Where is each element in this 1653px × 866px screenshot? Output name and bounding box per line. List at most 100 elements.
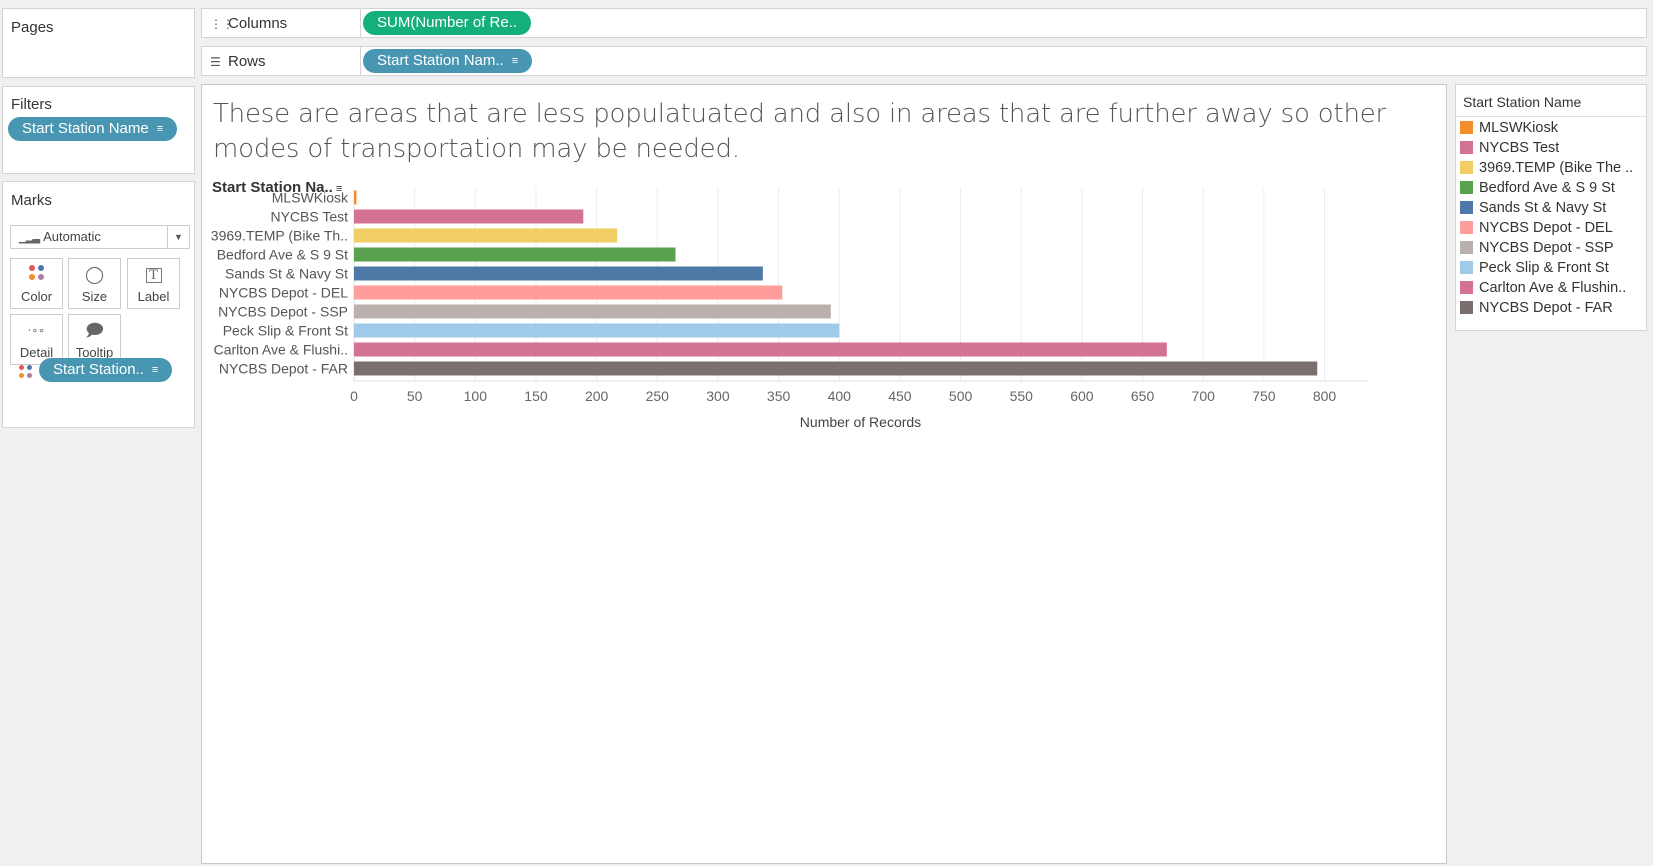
columns-icon: ⋮⋮ bbox=[210, 17, 234, 31]
mark-type-value: Automatic bbox=[43, 229, 101, 244]
legend-swatch bbox=[1460, 161, 1473, 174]
color-pill-label: Start Station.. bbox=[53, 361, 144, 378]
tooltip-button[interactable]: 🗩 Tooltip bbox=[68, 314, 121, 365]
legend-item[interactable]: 3969.TEMP (Bike The .. bbox=[1460, 158, 1633, 178]
size-icon: ◯ bbox=[84, 265, 105, 284]
text-label-icon: T bbox=[128, 265, 179, 285]
category-label: MLSWKiosk bbox=[272, 190, 349, 206]
legend-swatch bbox=[1460, 241, 1473, 254]
legend-item[interactable]: NYCBS Depot - SSP bbox=[1460, 238, 1614, 258]
legend-item[interactable]: NYCBS Depot - DEL bbox=[1460, 218, 1613, 238]
legend-item-label: 3969.TEMP (Bike The .. bbox=[1479, 160, 1634, 176]
category-label: NYCBS Depot - SSP bbox=[218, 304, 348, 320]
rows-label-text: Rows bbox=[228, 53, 266, 70]
bar[interactable] bbox=[354, 323, 840, 338]
bar[interactable] bbox=[354, 342, 1167, 357]
worksheet-title: These are areas that are less populatuat… bbox=[213, 99, 1387, 164]
x-tick-label: 500 bbox=[949, 388, 973, 404]
size-label: Size bbox=[81, 289, 108, 304]
pages-title: Pages bbox=[11, 19, 54, 36]
rows-shelf[interactable]: ☰ Rows Start Station Nam.. ≡ bbox=[201, 46, 1647, 76]
columns-pill-label: SUM(Number of Re.. bbox=[377, 14, 518, 31]
legend-swatch bbox=[1460, 121, 1473, 134]
shelf-divider bbox=[360, 47, 361, 75]
columns-pill-sum-records[interactable]: SUM(Number of Re.. bbox=[363, 11, 532, 35]
category-label: NYCBS Test bbox=[270, 209, 348, 225]
marks-card: Marks ▁▂▃ Automatic ▼ Color ◯ Size T Labe… bbox=[2, 181, 195, 428]
sort-descending-icon[interactable]: ≡ bbox=[335, 183, 343, 195]
rows-pill-label: Start Station Nam.. bbox=[377, 52, 504, 69]
legend-item[interactable]: Sands St & Navy St bbox=[1460, 198, 1606, 218]
columns-shelf[interactable]: ⋮⋮Columns SUM(Number of Re.. bbox=[201, 8, 1647, 38]
color-label: Color bbox=[20, 289, 53, 304]
legend-item[interactable]: MLSWKiosk bbox=[1460, 118, 1558, 138]
x-tick-label: 0 bbox=[350, 388, 358, 404]
x-tick-label: 550 bbox=[1010, 388, 1034, 404]
legend-swatch bbox=[1460, 261, 1473, 274]
x-tick-label: 750 bbox=[1252, 388, 1276, 404]
sort-descending-icon: ≡ bbox=[151, 364, 159, 376]
size-button[interactable]: ◯ Size bbox=[68, 258, 121, 309]
x-tick-label: 150 bbox=[524, 388, 548, 404]
legend-item[interactable]: NYCBS Test bbox=[1460, 138, 1559, 158]
legend-item-label: Sands St & Navy St bbox=[1479, 200, 1607, 216]
color-button[interactable]: Color bbox=[10, 258, 63, 309]
legend-item[interactable]: Carlton Ave & Flushin.. bbox=[1460, 278, 1626, 298]
color-icon bbox=[11, 265, 62, 285]
bar-chart[interactable]: MLSWKiosk NYCBS Test 3969.TEMP (Bike Th.. B… bbox=[202, 185, 1442, 545]
category-label: Sands St & Navy St bbox=[225, 266, 348, 282]
label-button[interactable]: T Label bbox=[127, 258, 180, 309]
sort-descending-icon: ≡ bbox=[156, 123, 164, 135]
legend-item-label: NYCBS Depot - FAR bbox=[1479, 300, 1613, 316]
legend-item[interactable]: Bedford Ave & S 9 St bbox=[1460, 178, 1615, 198]
rows-shelf-label: ☰ Rows bbox=[210, 53, 350, 70]
chevron-down-icon[interactable]: ▼ bbox=[167, 226, 189, 248]
bar[interactable] bbox=[354, 209, 584, 224]
columns-label-text: Columns bbox=[228, 15, 288, 32]
legend-swatch bbox=[1460, 181, 1473, 194]
x-tick-label: 50 bbox=[407, 388, 423, 404]
rows-pill-start-station[interactable]: Start Station Nam.. ≡ bbox=[363, 49, 533, 73]
x-tick-label: 650 bbox=[1131, 388, 1155, 404]
x-tick-label: 400 bbox=[828, 388, 852, 404]
legend-item-label: Carlton Ave & Flushin.. bbox=[1479, 280, 1627, 296]
mark-type-dropdown[interactable]: ▁▂▃ Automatic ▼ bbox=[10, 225, 190, 249]
x-tick-label: 100 bbox=[464, 388, 488, 404]
pages-card[interactable]: Pages bbox=[2, 8, 195, 78]
legend-item-label: NYCBS Depot - SSP bbox=[1479, 240, 1614, 256]
bar[interactable] bbox=[354, 304, 831, 319]
bar[interactable] bbox=[354, 361, 1318, 376]
legend-item-label: Bedford Ave & S 9 St bbox=[1479, 180, 1615, 196]
filters-title: Filters bbox=[11, 96, 52, 113]
legend-item-label: MLSWKiosk bbox=[1479, 120, 1558, 136]
rows-icon: ☰ bbox=[210, 55, 221, 69]
filters-card: Filters Start Station Name ≡ bbox=[2, 86, 195, 174]
legend-item[interactable]: NYCBS Depot - FAR bbox=[1460, 298, 1613, 318]
x-axis-title[interactable]: Number of Records bbox=[800, 414, 921, 430]
filter-pill-label: Start Station Name bbox=[22, 120, 149, 137]
x-tick-label: 200 bbox=[585, 388, 609, 404]
row-header[interactable]: Start Station Na.. ≡ bbox=[212, 179, 342, 196]
x-tick-label: 350 bbox=[767, 388, 791, 404]
bar[interactable] bbox=[354, 228, 618, 243]
label-label: Label bbox=[137, 289, 170, 304]
bar[interactable] bbox=[354, 266, 763, 281]
bar[interactable] bbox=[354, 247, 676, 262]
row-header-label: Start Station Na.. bbox=[212, 179, 333, 196]
category-label: NYCBS Depot - FAR bbox=[219, 361, 348, 377]
category-label: Carlton Ave & Flushi.. bbox=[214, 342, 348, 358]
legend-item[interactable]: Peck Slip & Front St bbox=[1460, 258, 1609, 278]
legend-swatch bbox=[1460, 281, 1473, 294]
detail-icon: ⋅∘∘ bbox=[27, 325, 46, 337]
color-pill-start-station[interactable]: Start Station.. ≡ bbox=[39, 358, 173, 382]
bar[interactable] bbox=[354, 285, 783, 300]
detail-button[interactable]: ⋅∘∘ Detail bbox=[10, 314, 63, 365]
worksheet-view[interactable]: These are areas that are less populatuat… bbox=[201, 84, 1447, 864]
color-legend: Start Station Name MLSWKiosk NYCBS Test 39… bbox=[1455, 84, 1647, 331]
x-tick-label: 450 bbox=[888, 388, 912, 404]
category-label: 3969.TEMP (Bike Th.. bbox=[211, 228, 348, 244]
filter-pill-start-station-name[interactable]: Start Station Name ≡ bbox=[8, 117, 178, 141]
legend-swatch bbox=[1460, 301, 1473, 314]
bar[interactable] bbox=[354, 190, 357, 205]
